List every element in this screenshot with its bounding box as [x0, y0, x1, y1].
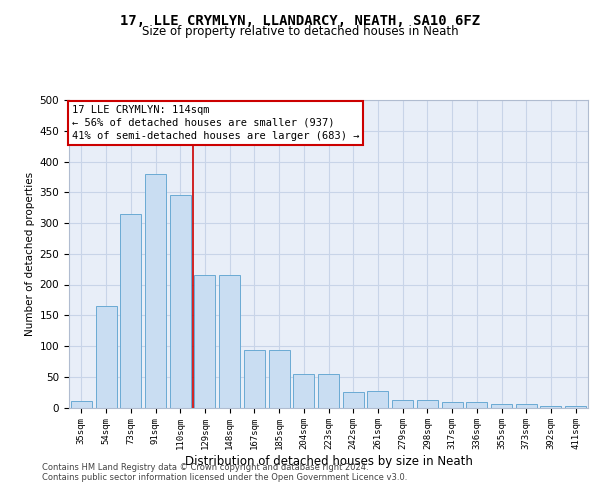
Bar	[367, 391, 388, 407]
Bar	[71, 402, 92, 407]
Text: 17, LLE CRYMLYN, LLANDARCY, NEATH, SA10 6FZ: 17, LLE CRYMLYN, LLANDARCY, NEATH, SA10 …	[120, 14, 480, 28]
Bar	[194, 276, 215, 407]
Text: 17 LLE CRYMLYN: 114sqm
← 56% of detached houses are smaller (937)
41% of semi-de: 17 LLE CRYMLYN: 114sqm ← 56% of detached…	[71, 104, 359, 141]
Bar	[145, 174, 166, 408]
Bar	[219, 276, 240, 407]
Bar	[392, 400, 413, 407]
X-axis label: Distribution of detached houses by size in Neath: Distribution of detached houses by size …	[185, 455, 472, 468]
Bar	[244, 350, 265, 408]
Bar	[466, 402, 487, 407]
Text: Size of property relative to detached houses in Neath: Size of property relative to detached ho…	[142, 25, 458, 38]
Bar	[417, 400, 438, 407]
Bar	[541, 406, 562, 407]
Bar	[516, 404, 537, 407]
Bar	[491, 404, 512, 407]
Bar	[442, 402, 463, 407]
Bar	[293, 374, 314, 408]
Bar	[318, 374, 339, 408]
Bar	[170, 196, 191, 408]
Bar	[565, 406, 586, 407]
Text: Contains HM Land Registry data © Crown copyright and database right 2024.: Contains HM Land Registry data © Crown c…	[42, 462, 368, 471]
Text: Contains public sector information licensed under the Open Government Licence v3: Contains public sector information licen…	[42, 472, 407, 482]
Bar	[95, 306, 116, 408]
Bar	[269, 350, 290, 408]
Bar	[120, 214, 141, 408]
Y-axis label: Number of detached properties: Number of detached properties	[25, 172, 35, 336]
Bar	[343, 392, 364, 407]
